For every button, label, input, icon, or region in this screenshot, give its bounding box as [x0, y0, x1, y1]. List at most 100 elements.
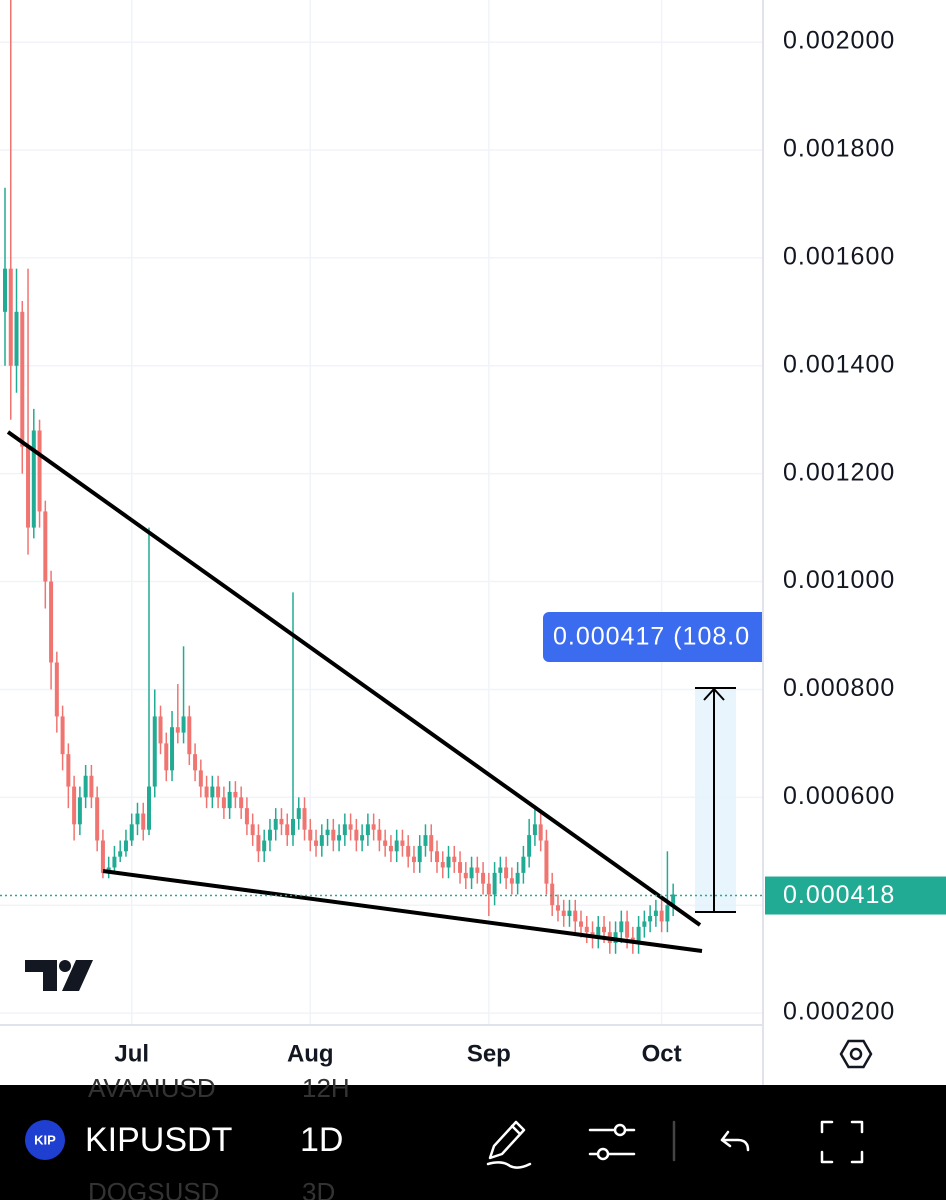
candle-body	[544, 840, 549, 884]
candle-body	[227, 791, 232, 809]
current-price-box	[765, 876, 946, 915]
candle-body	[66, 754, 71, 787]
candle-body	[584, 926, 589, 933]
candle-body	[354, 829, 359, 841]
candle-body	[371, 824, 376, 830]
toolbar	[0, 1085, 946, 1200]
candle-body	[515, 872, 520, 884]
candle-body	[331, 829, 336, 841]
symbol[interactable]: KIPUSDT	[85, 1121, 232, 1159]
fullscreen-button[interactable]	[820, 1120, 864, 1164]
candle-body	[279, 818, 284, 825]
candle-body	[579, 921, 583, 927]
x-tick-label: Sep	[467, 1040, 511, 1067]
candle-body	[221, 797, 226, 809]
indicators-button[interactable]	[588, 1123, 636, 1161]
candle-body	[204, 786, 209, 798]
candle-body	[417, 845, 422, 863]
candle-body	[3, 268, 7, 312]
candle-body	[187, 716, 192, 755]
candle-body	[665, 905, 670, 922]
candle-body	[561, 910, 566, 917]
candle-body	[262, 840, 267, 852]
candle-body	[538, 824, 543, 841]
candle-body	[135, 813, 140, 825]
candle-body	[555, 905, 560, 911]
candle-body	[112, 856, 117, 868]
candle-body	[625, 921, 630, 938]
y-tick-label: 0.001400	[783, 350, 895, 378]
candle-body	[8, 268, 13, 366]
candle-body	[509, 878, 514, 884]
candle-body	[273, 818, 278, 830]
candle-body	[193, 754, 198, 771]
candle-body	[365, 824, 370, 836]
candle-body	[573, 910, 578, 922]
candle-body	[285, 824, 290, 836]
candle-body	[377, 829, 382, 841]
candle-body	[77, 797, 82, 825]
candle-body	[411, 856, 416, 863]
candle-body	[54, 662, 59, 717]
candle-body	[400, 840, 405, 846]
trend-line-upper[interactable]	[6, 430, 702, 927]
current-price-label: 0.000418	[783, 881, 895, 909]
candle-body	[653, 910, 658, 917]
candle-body	[527, 835, 532, 857]
candle-body	[532, 824, 537, 836]
y-tick-label: 0.002000	[783, 27, 895, 55]
candle-body	[147, 786, 151, 830]
candle-body	[602, 926, 607, 933]
current-price: 0.000418	[0, 876, 946, 915]
candle-body	[291, 818, 295, 836]
candle-body	[43, 511, 48, 582]
candle-body	[308, 829, 313, 841]
trend-line-lower[interactable]	[102, 869, 703, 953]
interval[interactable]: 1D	[300, 1121, 343, 1159]
candle-body	[659, 910, 664, 922]
ghost-symbol: DOGSUSD	[88, 1177, 219, 1200]
candle-body	[20, 311, 25, 447]
candle-body	[486, 883, 491, 895]
candle-body	[383, 840, 388, 846]
candle-body	[550, 883, 555, 906]
symbol-icon-text: KIP	[34, 1132, 56, 1147]
candle-body	[89, 775, 94, 798]
candle-body	[596, 926, 601, 938]
candle-body	[567, 910, 572, 917]
candle-body	[463, 872, 468, 879]
candle-body	[181, 716, 186, 733]
candle-body	[406, 845, 411, 857]
candle-body	[360, 835, 365, 841]
ghost-interval: 12H	[302, 1073, 350, 1103]
undo-button[interactable]	[720, 1130, 750, 1152]
tv-logo	[25, 960, 93, 991]
candle-body	[469, 867, 474, 879]
y-tick-label: 0.000200	[783, 998, 895, 1026]
y-tick-label: 0.001600	[783, 242, 895, 270]
candle-body	[158, 716, 163, 744]
measure-label: 0.000417 (108.0	[553, 623, 750, 651]
symbol-icon[interactable]	[25, 1120, 65, 1160]
x-tick-label: Aug	[287, 1040, 334, 1067]
candle-body	[348, 824, 353, 830]
candle-body	[152, 716, 157, 787]
candle-body	[244, 808, 249, 825]
candle-body	[72, 786, 77, 825]
measure-box[interactable]	[695, 688, 736, 912]
candle-body	[267, 829, 272, 841]
candle-body	[504, 867, 509, 879]
candle-body	[446, 856, 451, 868]
candle-body	[435, 851, 439, 863]
candle-body	[256, 835, 261, 852]
candle-body	[26, 446, 31, 528]
candle-body	[49, 581, 54, 663]
settings-button[interactable]	[839, 1039, 873, 1069]
candle-body	[521, 856, 526, 873]
y-tick-label: 0.001800	[783, 135, 895, 163]
x-tick-label: Oct	[642, 1040, 682, 1067]
candle-body	[216, 786, 221, 798]
draw-button[interactable]	[486, 1120, 532, 1169]
candle-body	[452, 856, 457, 863]
